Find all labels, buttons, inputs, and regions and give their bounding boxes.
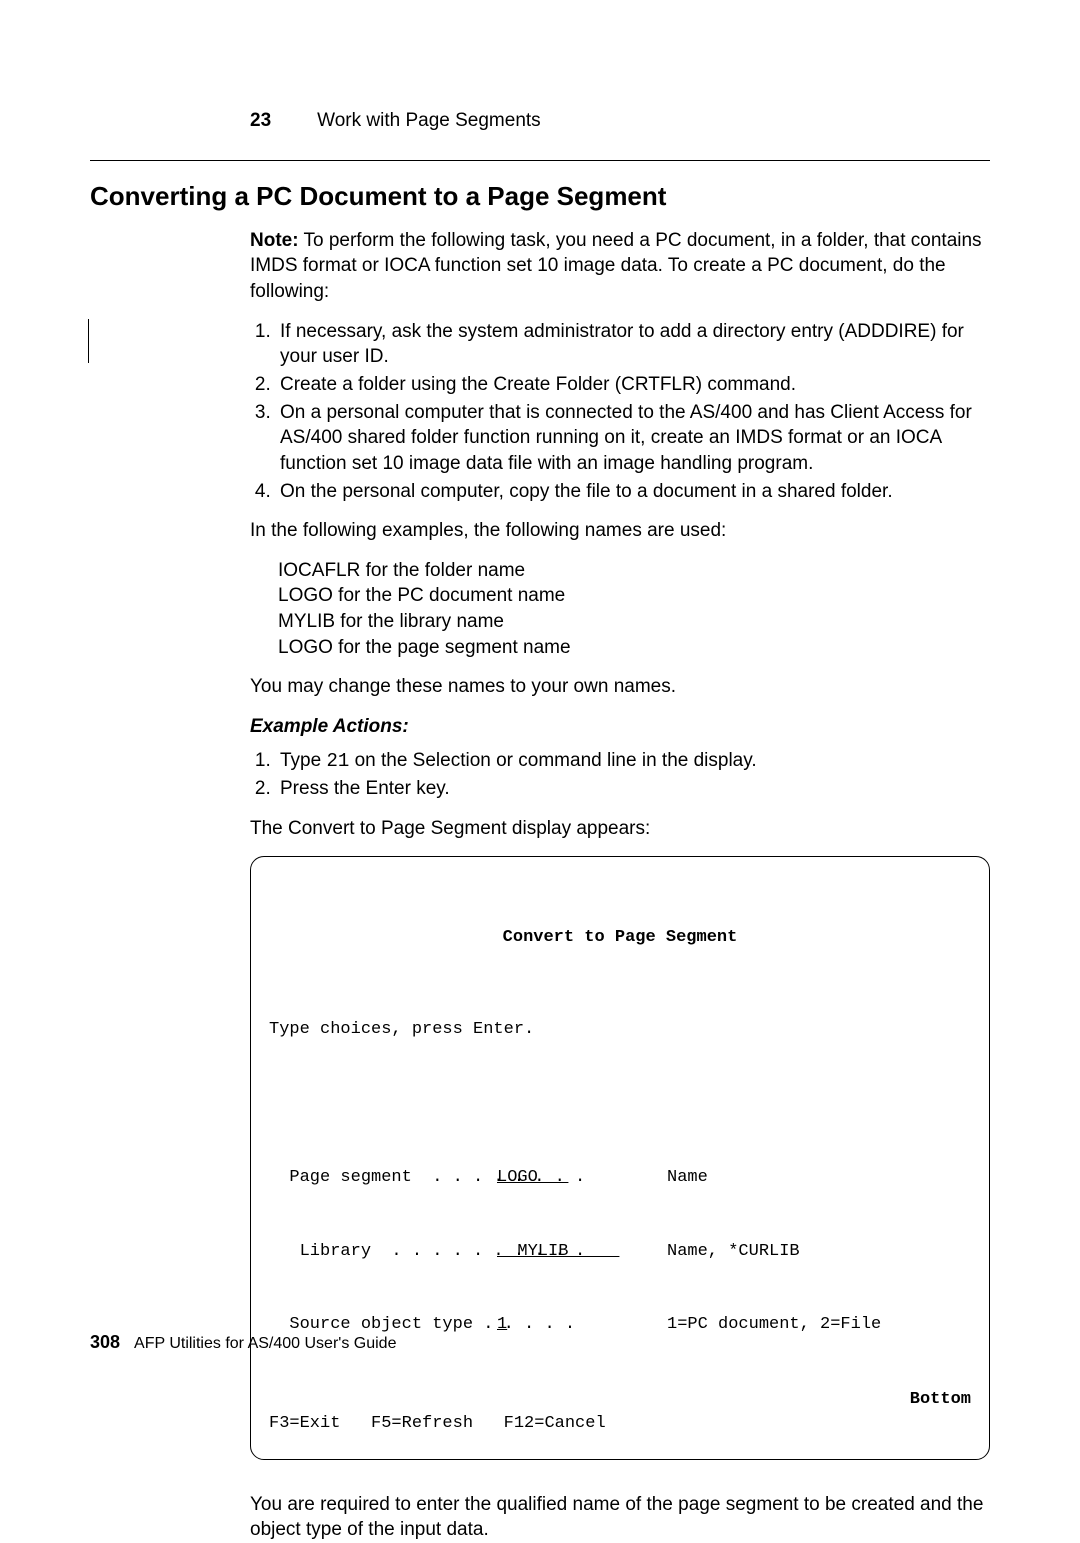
paragraph: The Convert to Page Segment display appe… (250, 816, 990, 842)
paragraph: You may change these names to your own n… (250, 674, 990, 700)
terminal-value: 1 (497, 1315, 507, 1334)
terminal-hint: 1=PC document, 2=File (667, 1313, 971, 1338)
name-item: LOGO for the page segment name (278, 635, 990, 661)
terminal-hint: Name (667, 1166, 971, 1191)
list-item: Type 21 on the Selection or command line… (276, 748, 990, 775)
list-item: Create a folder using the Create Folder … (276, 372, 990, 398)
note-text: To perform the following task, you need … (250, 230, 982, 302)
rule (90, 160, 990, 161)
terminal-prompt: Type choices, press Enter. (269, 1018, 971, 1043)
name-item: LOGO for the PC document name (278, 583, 990, 609)
chapter-title: Work with Page Segments (317, 110, 541, 131)
name-item: MYLIB for the library name (278, 609, 990, 635)
terminal-row: Page segment . . . . . . . .LOGO Name (269, 1166, 971, 1191)
name-item: IOCAFLR for the folder name (278, 558, 990, 584)
book-title: AFP Utilities for AS/400 User's Guide (134, 1335, 396, 1352)
page-number: 308 (90, 1332, 120, 1352)
list-item: On the personal computer, copy the file … (276, 479, 990, 505)
terminal-row: Library . . . . . . . . . . MYLIB Name, … (269, 1240, 971, 1265)
terminal-title: Convert to Page Segment (269, 926, 971, 951)
terminal-value: MYLIB (497, 1242, 619, 1261)
footer: 308 AFP Utilities for AS/400 User's Guide (90, 1330, 396, 1355)
paragraph: You are required to enter the qualified … (250, 1492, 990, 1543)
example-steps: Type 21 on the Selection or command line… (276, 748, 990, 802)
chapter-number: 23 (250, 110, 271, 131)
code-inline: 21 (326, 750, 349, 772)
list-item: On a personal computer that is connected… (276, 400, 990, 477)
terminal-fkeys: F3=Exit F5=Refresh F12=Cancel (269, 1412, 606, 1437)
paragraph: In the following examples, the following… (250, 518, 990, 544)
section-heading: Converting a PC Document to a Page Segme… (90, 179, 990, 214)
terminal-bottom-indicator: Bottom (910, 1388, 971, 1413)
prereq-steps: If necessary, ask the system administrat… (276, 319, 990, 504)
note-label: Note: (250, 230, 299, 251)
list-item: If necessary, ask the system administrat… (276, 319, 990, 370)
change-bar (88, 319, 89, 363)
note-paragraph: Note: To perform the following task, you… (250, 228, 990, 305)
terminal-value: LOGO (497, 1168, 568, 1187)
terminal-screen: Convert to Page Segment Type choices, pr… (250, 856, 990, 1460)
terminal-hint: Name, *CURLIB (667, 1240, 971, 1265)
list-item: Press the Enter key. (276, 776, 990, 802)
example-actions-heading: Example Actions: (250, 714, 990, 740)
running-head: 23 Work with Page Segments (250, 108, 990, 134)
name-list: IOCAFLR for the folder name LOGO for the… (278, 558, 990, 661)
